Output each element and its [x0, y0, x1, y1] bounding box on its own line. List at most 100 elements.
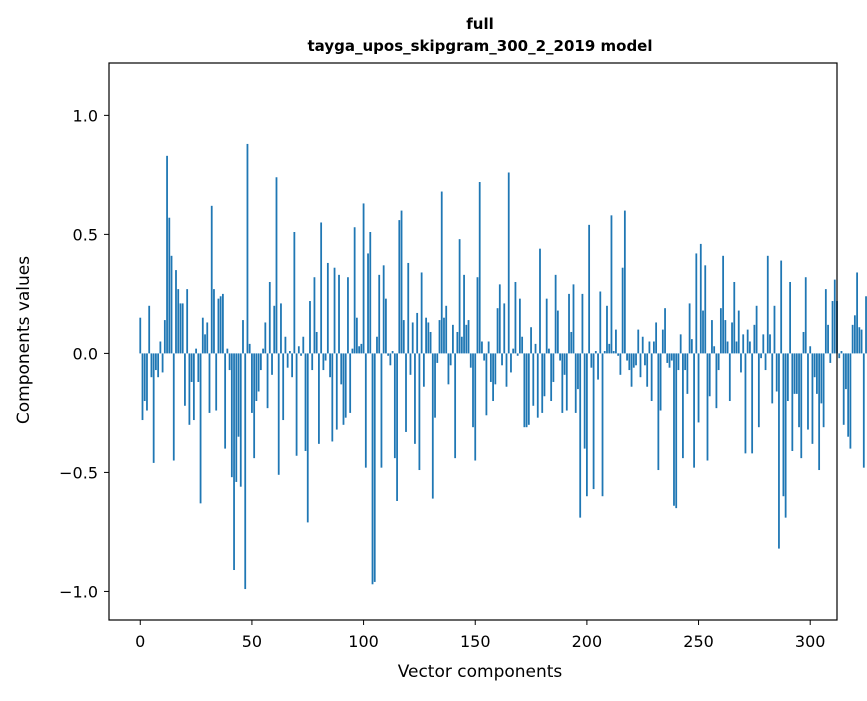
bar-118 [402, 320, 405, 354]
bar-323 [860, 329, 863, 354]
bar-86 [331, 353, 334, 442]
bar-108 [380, 353, 383, 468]
bar-34 [215, 353, 218, 411]
bar-325 [865, 296, 867, 354]
bar-62 [277, 353, 280, 475]
bar-300 [809, 346, 812, 354]
bar-11 [163, 320, 166, 354]
bar-152 [478, 182, 481, 354]
bar-219 [628, 353, 631, 371]
bar-88 [335, 353, 338, 430]
y-axis-ticks: −1.0 −0.5 0.0 0.5 1.0 [59, 106, 109, 601]
bar-57 [266, 353, 269, 409]
bar-142 [456, 331, 459, 354]
bar-98 [358, 346, 361, 354]
bar-296 [800, 353, 803, 459]
bar-60 [273, 305, 276, 354]
bar-26 [197, 353, 200, 382]
bar-153 [481, 341, 483, 354]
bar-218 [626, 353, 628, 361]
chart-title-line-1: full [466, 15, 494, 33]
bar-128 [425, 317, 427, 354]
bar-281 [766, 255, 769, 354]
bar-199 [583, 353, 586, 449]
bar-224 [639, 353, 642, 378]
bar-2 [143, 353, 146, 402]
bar-67 [288, 351, 291, 354]
bar-175 [530, 327, 532, 354]
bar-78 [313, 277, 316, 354]
bar-287 [780, 260, 783, 354]
bar-221 [632, 353, 635, 368]
bar-79 [315, 331, 318, 354]
bar-37 [222, 293, 224, 354]
bar-65 [284, 336, 287, 354]
bar-284 [773, 305, 776, 354]
bar-256 [711, 320, 713, 354]
bar-289 [784, 353, 787, 518]
bar-91 [342, 353, 345, 425]
bar-27 [199, 353, 202, 504]
bar-228 [648, 341, 651, 354]
bar-51 [253, 353, 256, 459]
bar-10 [161, 353, 164, 373]
bar-179 [539, 248, 541, 354]
bar-186 [554, 274, 557, 354]
bar-283 [771, 353, 774, 404]
bar-183 [548, 348, 550, 354]
bar-143 [458, 239, 461, 354]
bar-30 [206, 322, 209, 354]
bar-237 [668, 353, 671, 368]
bar-35 [217, 298, 220, 354]
bar-316 [845, 353, 847, 390]
bar-303 [816, 353, 818, 394]
bar-264 [728, 353, 731, 402]
bar-121 [409, 353, 412, 375]
bar-132 [434, 353, 436, 418]
bar-31 [208, 353, 211, 413]
bar-255 [708, 353, 711, 397]
bar-304 [818, 353, 821, 471]
bar-149 [472, 353, 474, 428]
bar-75 [306, 353, 309, 523]
bar-29 [204, 334, 206, 354]
bar-272 [746, 329, 749, 354]
bar-253 [704, 265, 707, 354]
bar-269 [740, 353, 742, 373]
bar-279 [762, 334, 765, 354]
bar-244 [684, 353, 687, 371]
bar-227 [646, 353, 649, 387]
bar-298 [804, 277, 807, 354]
bar-313 [838, 353, 841, 359]
bar-310 [831, 301, 834, 354]
bar-178 [536, 353, 539, 418]
bar-182 [545, 298, 548, 354]
bar-308 [827, 324, 829, 354]
bar-295 [798, 353, 800, 428]
bar-38 [224, 353, 227, 449]
bar-277 [757, 353, 760, 428]
bar-246 [688, 303, 691, 354]
bar-49 [248, 343, 251, 354]
bar-311 [833, 279, 836, 354]
bar-7 [155, 353, 157, 371]
bar-14 [170, 255, 173, 354]
bar-168 [514, 281, 517, 354]
bar-66 [286, 353, 289, 368]
bar-156 [487, 341, 490, 354]
bar-187 [556, 310, 559, 354]
bar-21 [186, 289, 189, 354]
bar-211 [610, 215, 613, 354]
bar-238 [670, 353, 673, 361]
bar-167 [512, 348, 515, 354]
bar-247 [690, 339, 693, 354]
bar-204 [594, 351, 597, 354]
bar-110 [385, 298, 387, 354]
bar-44 [237, 353, 240, 437]
bar-270 [742, 334, 745, 354]
bar-72 [300, 353, 302, 356]
bar-95 [351, 348, 354, 354]
bar-235 [664, 308, 666, 354]
bar-76 [309, 301, 311, 354]
